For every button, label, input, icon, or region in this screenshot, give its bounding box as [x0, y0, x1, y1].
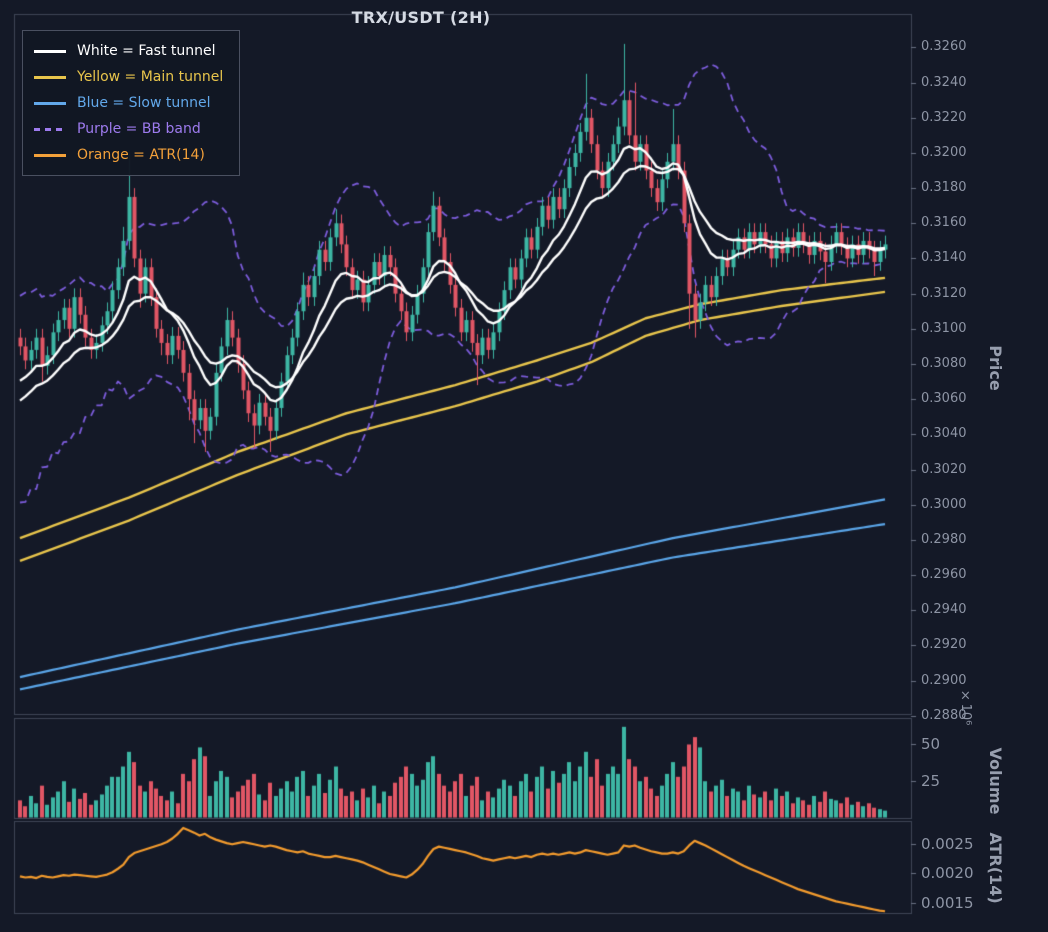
price-tick-label: 0.2960: [921, 567, 967, 583]
legend-line-swatch: [34, 101, 66, 105]
volume-tick-label: 50: [921, 735, 941, 754]
atr-tick-label: 0.0015: [921, 893, 974, 912]
price-tick-label: 0.3220: [921, 109, 967, 125]
legend-line-swatch: [34, 75, 66, 79]
legend-item: Blue = Slow tunnel: [34, 92, 223, 114]
legend-line-swatch: [34, 153, 66, 157]
legend: White = Fast tunnel Yellow = Main tunnel B…: [22, 30, 241, 176]
price-tick-label: 0.3000: [921, 496, 967, 512]
price-tick-label: 0.2980: [921, 531, 967, 547]
volume-axis-title: Volume: [986, 747, 1005, 815]
legend-label: Purple = BB band: [77, 121, 201, 137]
price-tick-label: 0.2920: [921, 637, 967, 653]
legend-item: Purple = BB band: [34, 118, 223, 140]
price-tick-label: 0.2900: [921, 672, 967, 688]
price-axis-title: Price: [986, 345, 1005, 391]
volume-axis-multiplier: ×10⁶: [958, 688, 973, 726]
legend-label: White = Fast tunnel: [77, 43, 216, 59]
price-tick-label: 0.3040: [921, 426, 967, 442]
legend-label: Yellow = Main tunnel: [77, 69, 224, 85]
legend-label: Orange = ATR(14): [77, 147, 205, 163]
price-tick-label: 0.3060: [921, 391, 967, 407]
price-tick-label: 0.2940: [921, 602, 967, 618]
price-tick-label: 0.3020: [921, 461, 967, 477]
price-tick-label: 0.3100: [921, 320, 967, 336]
price-tick-label: 0.3180: [921, 180, 967, 196]
atr-axis-title: ATR(14): [986, 832, 1005, 904]
price-tick-label: 0.2880: [921, 707, 967, 723]
price-tick-label: 0.3160: [921, 215, 967, 231]
atr-tick-label: 0.0020: [921, 864, 974, 883]
price-tick-label: 0.3200: [921, 144, 967, 160]
legend-item: Orange = ATR(14): [34, 144, 223, 166]
legend-label: Blue = Slow tunnel: [77, 95, 211, 111]
legend-line-swatch: [34, 127, 66, 131]
price-tick-label: 0.3140: [921, 250, 967, 266]
price-tick-label: 0.3260: [921, 39, 967, 55]
volume-tick-label: 25: [921, 772, 941, 791]
price-tick-label: 0.3120: [921, 285, 967, 301]
chart-title: TRX/USDT (2H): [351, 8, 491, 27]
price-tick-label: 0.3080: [921, 356, 967, 371]
price-tick-label: 0.3240: [921, 74, 967, 90]
atr-tick-label: 0.0025: [921, 835, 974, 854]
legend-line-swatch: [34, 49, 66, 53]
legend-item: Yellow = Main tunnel: [34, 66, 223, 88]
legend-item: White = Fast tunnel: [34, 40, 223, 62]
